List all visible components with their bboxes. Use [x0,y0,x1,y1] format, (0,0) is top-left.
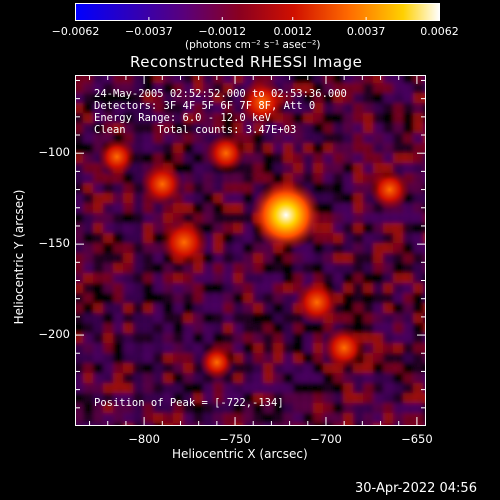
emission-source [205,133,247,174]
colorbar-tick-label: −0.0037 [125,25,173,38]
emission-source [238,78,287,127]
y-tick-label: −200 [38,327,70,342]
detectors-label: Detectors: 3F 4F 5F 6F 7F 8F, Att 0 [94,100,316,112]
x-tick-label: −700 [310,432,342,446]
colorbar-tick-label: −0.0062 [51,25,100,38]
y-tick-label: −150 [38,236,70,251]
method-label: Clean Total counts: 3.47E+03 [94,124,297,136]
time-range-label: 24-May-2005 02:52:52.000 to 02:53:36.000 [94,88,347,100]
x-axis-title: Heliocentric X (arcsec) [172,447,308,461]
x-tick-label: −750 [219,432,251,446]
peak-source [249,179,322,252]
y-axis-title: Heliocentric Y (arcsec) [12,189,26,325]
x-tick-label: −800 [128,432,160,446]
emission-source [322,326,366,370]
colorbar-units: (photons cm⁻² s⁻¹ asec⁻²) [185,39,321,51]
plot-frame [75,75,426,426]
colorbar [75,3,440,21]
emission-source [159,217,209,267]
colorbar-tick-label: 0.0012 [273,25,312,38]
emission-source [199,344,235,380]
colorbar-tick-label: 0.0062 [420,25,459,38]
timestamp: 30-Apr-2022 04:56 [355,481,477,496]
colorbar-tick-label: 0.0037 [346,25,386,38]
emission-source [140,162,185,206]
colorbar-tick-label: −0.0012 [198,25,247,38]
peak-position-label: Position of Peak = [-722,-134] [94,397,284,409]
chart-title: Reconstructed RHESSI Image [130,53,363,71]
x-tick-label: −650 [401,432,433,446]
energy-range-label: Energy Range: 6.0 - 12.0 keV [94,112,272,124]
emission-source [369,169,411,211]
y-tick-label: −100 [38,145,70,160]
emission-source [294,279,340,325]
emission-source [97,137,137,177]
